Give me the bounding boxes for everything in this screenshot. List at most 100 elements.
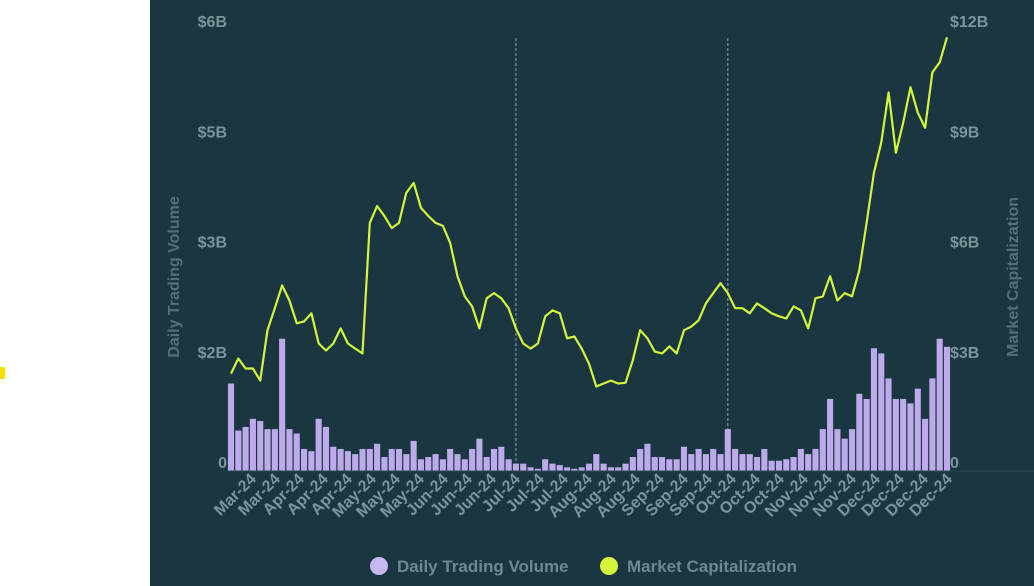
volume-bar [542,459,549,471]
volume-bar [863,398,870,471]
volume-bar [578,467,585,471]
legend: Daily Trading Volume Market Capitalizati… [370,557,797,576]
volume-bar [322,426,330,471]
volume-bar [432,454,439,471]
volume-bar [505,459,512,471]
volume-bar [571,468,578,471]
volume-bar [695,448,702,471]
volume-bar [651,457,658,471]
volume-bar [585,463,593,471]
blank-side-panel [0,0,150,586]
volume-bar [534,468,541,471]
volume-bar [483,457,490,471]
legend-item-market-cap[interactable]: Market Capitalization [600,557,797,576]
volume-bar [819,429,826,471]
y-tick-right: 0 [950,455,959,472]
volume-bar [271,429,278,471]
legend-item-volume[interactable]: Daily Trading Volume [370,557,569,576]
volume-bar [929,378,936,471]
volume-bar [235,430,242,471]
volume-bar [374,443,381,471]
volume-bar [301,448,308,471]
volume-bar [242,426,249,471]
volume-bar [564,467,571,471]
volume-bar [637,448,644,471]
volume-bar [388,448,395,471]
volume-bar [746,454,753,471]
volume-bar [337,448,344,471]
volume-bar [381,457,388,471]
volume-bar [907,403,914,471]
volume-bar [717,454,724,471]
volume-bar [264,429,271,471]
y-tick-left: $5B [198,124,227,141]
volume-bar [922,418,929,471]
volume-bar [724,429,731,471]
legend-swatch-volume [370,557,388,575]
volume-bar [461,459,468,471]
volume-bar [366,448,373,471]
volume-bar [469,448,476,471]
volume-bar [666,459,673,471]
volume-bar [417,459,425,471]
volume-bar [827,398,834,471]
volume-bar [490,448,498,471]
volume-bar [797,448,804,471]
volume-bar [308,451,315,471]
volume-bar [783,459,790,471]
volume-bar [936,338,943,471]
volume-bar [775,460,783,471]
volume-bar [900,398,907,471]
volume-bar [790,457,797,471]
legend-label-volume: Daily Trading Volume [397,557,569,576]
volume-bar [352,454,359,471]
volume-bar [805,454,812,471]
volume-bar [520,463,527,471]
y-tick-left: $6B [198,14,227,31]
volume-bar [556,465,563,471]
volume-bar [344,451,351,471]
volume-bar [549,463,556,471]
volume-bar [659,457,666,471]
volume-bar [425,457,432,471]
volume-bar [607,467,614,471]
volume-bar [498,446,505,471]
volume-bar [454,454,461,471]
y-tick-right: $9B [950,124,979,141]
volume-bar [600,463,607,471]
volume-bar [848,429,856,471]
volume-bar [315,418,322,471]
volume-bar [249,418,256,471]
volume-bar [476,438,483,471]
volume-bar [914,388,921,471]
volume-bar [403,454,410,471]
volume-bar [710,448,717,471]
volume-bar [644,443,651,471]
volume-bar [885,378,892,471]
volume-bar [593,454,600,471]
volume-bar [410,440,417,471]
legend-label-market-cap: Market Capitalization [627,557,797,576]
volume-bar [688,454,695,471]
y-tick-left: $3B [198,235,227,252]
volume-bar [447,448,454,471]
y-tick-right: $12B [950,14,988,31]
volume-bar [359,448,366,471]
market-cap-line [230,36,949,388]
chart-background [150,0,1034,586]
volume-bar [870,348,877,471]
volume-bar [878,353,885,471]
volume-bar [834,429,841,471]
volume-bar [227,383,235,471]
volume-bar [841,438,848,471]
volume-bar [812,448,819,471]
volume-bar [680,446,688,471]
volume-bar [439,459,446,471]
volume-bar [732,448,739,471]
volume-bar [330,446,337,471]
volume-bar [753,457,761,471]
volume-bar [761,448,768,471]
yellow-marker [0,367,5,379]
y-tick-left: $2B [198,345,227,362]
